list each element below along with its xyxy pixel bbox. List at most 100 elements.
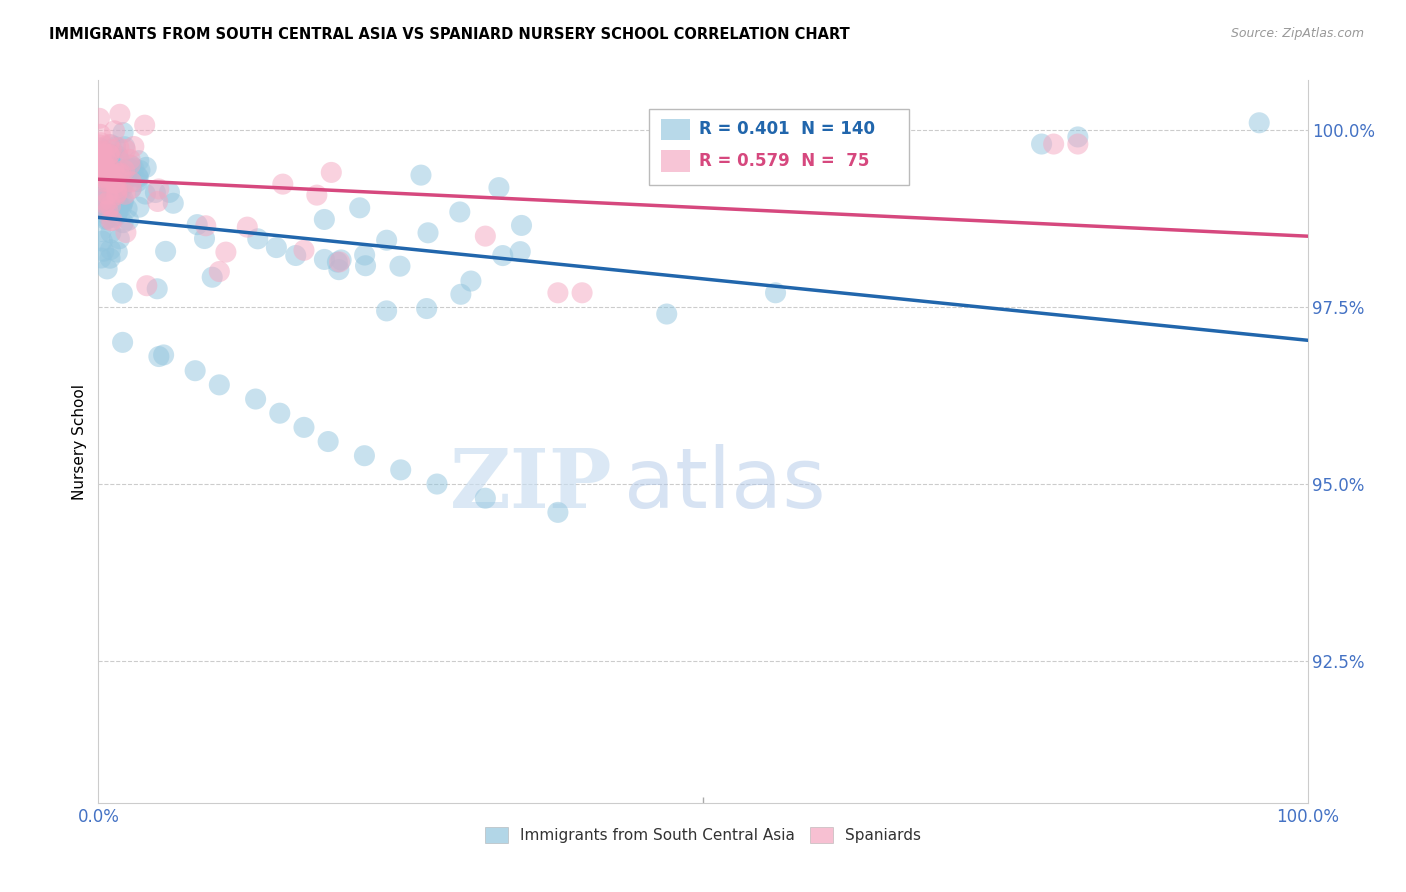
Point xyxy=(97,137,120,152)
Point xyxy=(105,208,128,222)
Point xyxy=(94,174,117,188)
Point xyxy=(103,163,125,178)
Point xyxy=(389,463,412,477)
Point xyxy=(353,248,375,262)
Point xyxy=(105,181,128,195)
Point xyxy=(328,255,350,269)
Point xyxy=(114,187,136,202)
Point xyxy=(1067,136,1090,151)
Point xyxy=(1249,116,1271,130)
Point xyxy=(135,278,157,293)
Point xyxy=(328,262,350,277)
Point xyxy=(104,177,127,191)
Point xyxy=(98,176,121,190)
Point xyxy=(97,186,120,201)
Point xyxy=(93,244,115,259)
Point xyxy=(460,274,482,288)
Point xyxy=(98,193,121,207)
Point xyxy=(110,180,132,194)
Point xyxy=(120,158,142,172)
Point xyxy=(292,420,315,434)
Point xyxy=(100,226,122,240)
Point xyxy=(115,167,138,181)
Point xyxy=(91,194,114,209)
Point xyxy=(271,177,294,191)
Point xyxy=(305,188,328,202)
Point xyxy=(89,141,111,155)
Point xyxy=(112,170,135,185)
Point xyxy=(90,153,112,167)
Point xyxy=(111,182,134,196)
Point xyxy=(107,149,129,163)
Point xyxy=(107,168,129,182)
Point xyxy=(100,148,122,162)
Point xyxy=(571,285,593,300)
Point xyxy=(426,477,449,491)
Point xyxy=(184,364,207,378)
Point xyxy=(509,244,531,259)
Point xyxy=(96,194,118,208)
Point xyxy=(94,197,117,211)
Point xyxy=(94,191,117,205)
Point xyxy=(96,166,118,180)
Point xyxy=(100,199,122,213)
Point xyxy=(87,138,110,153)
Point xyxy=(94,161,117,175)
Point xyxy=(90,159,112,173)
Point xyxy=(449,205,471,219)
Point xyxy=(122,139,145,153)
Point xyxy=(117,213,139,227)
Point xyxy=(134,187,156,202)
Point xyxy=(107,203,129,218)
Point xyxy=(91,234,114,248)
Point xyxy=(104,176,127,190)
Point xyxy=(114,163,136,178)
Point xyxy=(129,163,152,178)
Point xyxy=(94,212,117,227)
Point xyxy=(284,248,307,262)
Point xyxy=(103,124,125,138)
Point xyxy=(89,185,111,199)
Point xyxy=(108,162,131,177)
Point xyxy=(510,219,533,233)
Point xyxy=(547,505,569,519)
Point xyxy=(90,202,112,216)
Point xyxy=(112,165,135,179)
Point xyxy=(353,449,375,463)
Point xyxy=(94,160,117,174)
Point xyxy=(91,174,114,188)
Point xyxy=(145,186,167,200)
Point xyxy=(159,186,181,200)
Point xyxy=(492,249,515,263)
Point xyxy=(98,175,121,189)
Point xyxy=(111,178,134,192)
Text: ZIP: ZIP xyxy=(450,445,613,524)
Point xyxy=(90,147,112,161)
Point xyxy=(90,251,112,265)
Point xyxy=(89,112,111,126)
Point xyxy=(112,178,135,193)
Point xyxy=(146,194,169,209)
Point xyxy=(111,286,134,301)
Point xyxy=(321,165,343,179)
Point xyxy=(93,161,115,176)
Point xyxy=(409,168,432,182)
Point xyxy=(100,137,122,152)
Point xyxy=(105,187,128,202)
Text: R = 0.579  N =  75: R = 0.579 N = 75 xyxy=(699,153,870,170)
Point xyxy=(103,211,125,225)
Point xyxy=(245,392,267,406)
Y-axis label: Nursery School: Nursery School xyxy=(72,384,87,500)
Text: Source: ZipAtlas.com: Source: ZipAtlas.com xyxy=(1230,27,1364,40)
Point xyxy=(93,191,115,205)
Point xyxy=(194,219,217,233)
Point xyxy=(354,259,377,273)
Point xyxy=(105,186,128,200)
Point xyxy=(90,196,112,211)
Point xyxy=(108,232,131,246)
Point xyxy=(94,196,117,211)
Point xyxy=(128,153,150,168)
Point xyxy=(375,304,398,318)
Point xyxy=(110,180,132,194)
Point xyxy=(91,170,114,185)
